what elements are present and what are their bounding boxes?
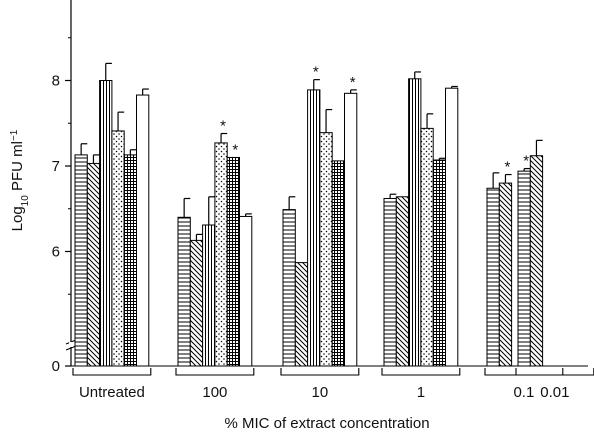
bar [529, 155, 544, 367]
significance-marker: * [313, 64, 319, 81]
bar [99, 80, 113, 367]
bar [307, 89, 321, 367]
y-tick-label: 9 [52, 0, 60, 4]
category-bracket [381, 368, 461, 376]
bar [319, 132, 333, 367]
labels: 0 6 7 8 9 Log10 PFU ml−1 Untreated * * 100 * * 10 1 * 0… [9, 0, 570, 432]
x-category-label: 10 [312, 384, 329, 401]
bar-group [177, 132, 253, 367]
category-bracket [72, 368, 152, 376]
bar [445, 87, 459, 367]
bar-group [74, 62, 150, 367]
bar [136, 94, 150, 367]
significance-marker: * [523, 153, 529, 170]
bar-group [517, 139, 544, 367]
bar [432, 159, 447, 367]
bar [239, 215, 253, 367]
significance-marker: * [220, 118, 226, 135]
y-tick-label: 0 [52, 358, 60, 375]
significance-marker: * [232, 141, 238, 158]
bar [383, 197, 397, 367]
bar [294, 262, 309, 367]
bar [282, 209, 296, 367]
x-axis-title: % MIC of extract concentration [224, 415, 429, 432]
bar [395, 196, 410, 367]
bar [517, 170, 531, 367]
bar [498, 182, 513, 367]
bar [189, 239, 204, 367]
significance-marker: * [350, 74, 356, 91]
bar-group [282, 79, 358, 367]
x-category-label: 1 [417, 384, 425, 401]
bar [408, 78, 422, 367]
bar [111, 130, 125, 367]
bar [214, 142, 228, 367]
y-axis-title: Log10 PFU ml−1 [9, 129, 31, 231]
x-category-label: 100 [202, 384, 227, 401]
y-axis-break-mark [65, 345, 77, 351]
bar [86, 162, 101, 367]
bars [74, 62, 544, 367]
bar [177, 216, 191, 367]
category-bracket [484, 368, 564, 376]
x-category-label: 0.1 [513, 384, 534, 401]
bar [420, 127, 434, 367]
bar [344, 92, 358, 367]
category-bracket [175, 368, 255, 376]
x-category-label: Untreated [79, 384, 145, 401]
bar [226, 156, 240, 367]
bar [486, 187, 500, 367]
bar [123, 154, 137, 367]
bar-group [383, 71, 459, 367]
bar [331, 160, 346, 367]
category-bracket [280, 368, 360, 376]
significance-marker: * [505, 159, 511, 176]
bar [74, 154, 88, 367]
bar-group [486, 172, 513, 367]
category-bracket [515, 368, 594, 376]
y-tick-label: 6 [52, 244, 60, 261]
bar [202, 224, 216, 367]
y-axis-break-gap [69, 342, 73, 347]
y-tick-label: 7 [52, 158, 60, 175]
y-tick-label: 8 [52, 73, 60, 90]
x-category-label: 0.01 [540, 384, 569, 401]
